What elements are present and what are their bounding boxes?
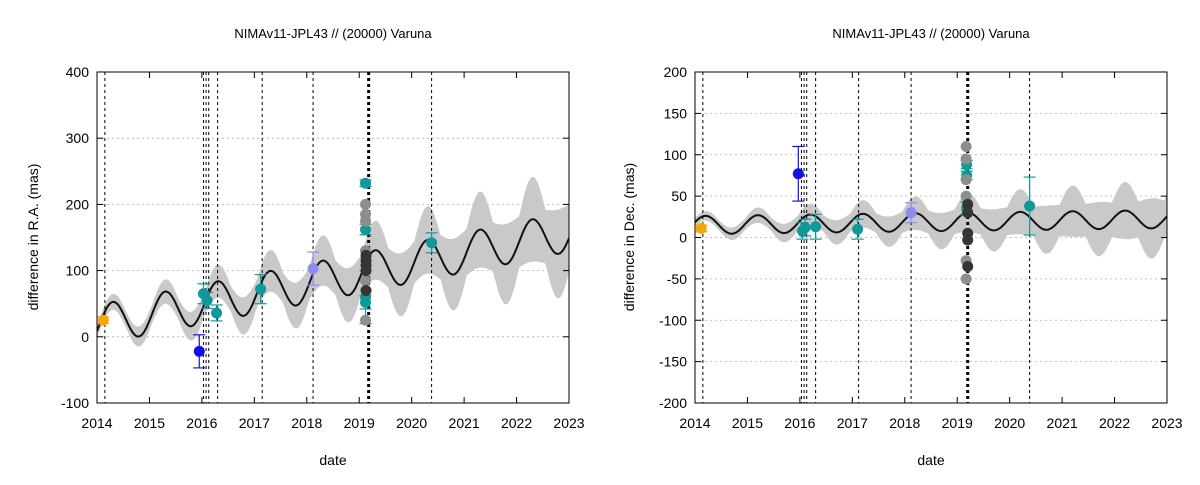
chart-panel-ra: -100 0 100 200 300 400 2014 2015 2016 2017 2018 201…: [25, 26, 585, 468]
chart-panel-dec: -200 -150 -100 -50 0 50 100 150 200 2014 2015 2016 2…: [621, 26, 1183, 468]
data-point-teal: [211, 307, 223, 319]
x-axis-label: date: [319, 452, 346, 468]
y-axis-label: difference in Dec. (mas): [621, 163, 637, 311]
x-tick-label: 2018: [291, 415, 322, 431]
model-uncertainty-band: [97, 176, 569, 347]
data-point-teal: [799, 222, 811, 234]
x-tick-label: 2023: [553, 415, 584, 431]
x-tick-label: 2016: [186, 415, 217, 431]
data-point-teal: [360, 177, 372, 189]
y-tick-label: 100: [664, 147, 688, 163]
x-tick-label: 2016: [784, 415, 815, 431]
y-axis-label: difference in R.A. (mas): [25, 164, 41, 311]
x-tick-label: 2023: [1151, 415, 1182, 431]
x-tick-label: 2014: [679, 415, 710, 431]
chart-title: NIMAv11-JPL43 // (20000) Varuna: [832, 26, 1030, 41]
data-point-teal: [201, 294, 213, 306]
y-tick-label: 200: [66, 196, 90, 212]
x-tick-label: 2021: [1047, 415, 1078, 431]
x-tick-label: 2022: [1099, 415, 1130, 431]
data-point-gray: [360, 275, 372, 287]
y-tick-label: 50: [671, 188, 687, 204]
data-point-dark: [360, 265, 372, 277]
data-point-orange: [695, 222, 707, 234]
x-tick-label: 2019: [942, 415, 973, 431]
plot-area: [695, 72, 1167, 403]
data-point-gray: [360, 314, 372, 326]
model-curve: [97, 218, 569, 338]
model-curve: [695, 209, 1167, 235]
data-point-teal: [852, 223, 864, 235]
data-point-orange: [97, 314, 109, 326]
x-tick-label: 2020: [396, 415, 427, 431]
data-point-light-blue: [307, 263, 319, 275]
plot-area: [97, 72, 569, 403]
y-tick-label: 100: [66, 263, 90, 279]
x-axis-label: date: [917, 452, 944, 468]
chart-title: NIMAv11-JPL43 // (20000) Varuna: [234, 26, 432, 41]
y-tick-label: -50: [667, 271, 687, 287]
data-point-blue: [792, 168, 804, 180]
data-point-teal: [1024, 200, 1036, 212]
y-tick-label: 0: [81, 329, 89, 345]
data-point-dark: [962, 207, 974, 219]
data-point-teal: [426, 237, 438, 249]
data-point-gray: [960, 273, 972, 285]
y-tick-label: -150: [659, 354, 687, 370]
y-tick-label: 200: [664, 64, 688, 80]
data-point-teal: [360, 296, 372, 308]
data-point-light-blue: [905, 207, 917, 219]
y-tick-label: 0: [679, 230, 687, 246]
data-point-teal: [360, 224, 372, 236]
data-point-dark: [962, 198, 974, 210]
data-point-gray: [360, 198, 372, 210]
x-tick-label: 2017: [837, 415, 868, 431]
x-tick-label: 2018: [889, 415, 920, 431]
y-tick-label: -100: [659, 312, 687, 328]
data-point-dark: [962, 234, 974, 246]
model-uncertainty-band: [695, 182, 1167, 259]
x-tick-label: 2021: [449, 415, 480, 431]
data-point-dark: [360, 284, 372, 296]
data-point-teal: [255, 283, 267, 295]
y-tick-label: 300: [66, 130, 90, 146]
x-tick-label: 2020: [994, 415, 1025, 431]
y-tick-label: -100: [61, 395, 89, 411]
x-tick-label: 2015: [134, 415, 165, 431]
plot-frame: [96, 71, 570, 404]
data-point-teal: [810, 221, 822, 233]
x-tick-label: 2017: [239, 415, 270, 431]
x-tick-label: 2014: [81, 415, 112, 431]
data-point-gray: [960, 174, 972, 186]
y-tick-label: 400: [66, 64, 90, 80]
y-tick-label: 150: [664, 105, 688, 121]
y-tick-label: -200: [659, 395, 687, 411]
x-tick-label: 2015: [732, 415, 763, 431]
data-point-blue: [193, 345, 205, 357]
data-point-gray: [960, 140, 972, 152]
data-point-gray: [960, 153, 972, 165]
x-tick-label: 2019: [344, 415, 375, 431]
x-tick-label: 2022: [501, 415, 532, 431]
data-point-gray: [960, 190, 972, 202]
data-point-gray: [360, 215, 372, 227]
data-point-dark: [962, 260, 974, 272]
